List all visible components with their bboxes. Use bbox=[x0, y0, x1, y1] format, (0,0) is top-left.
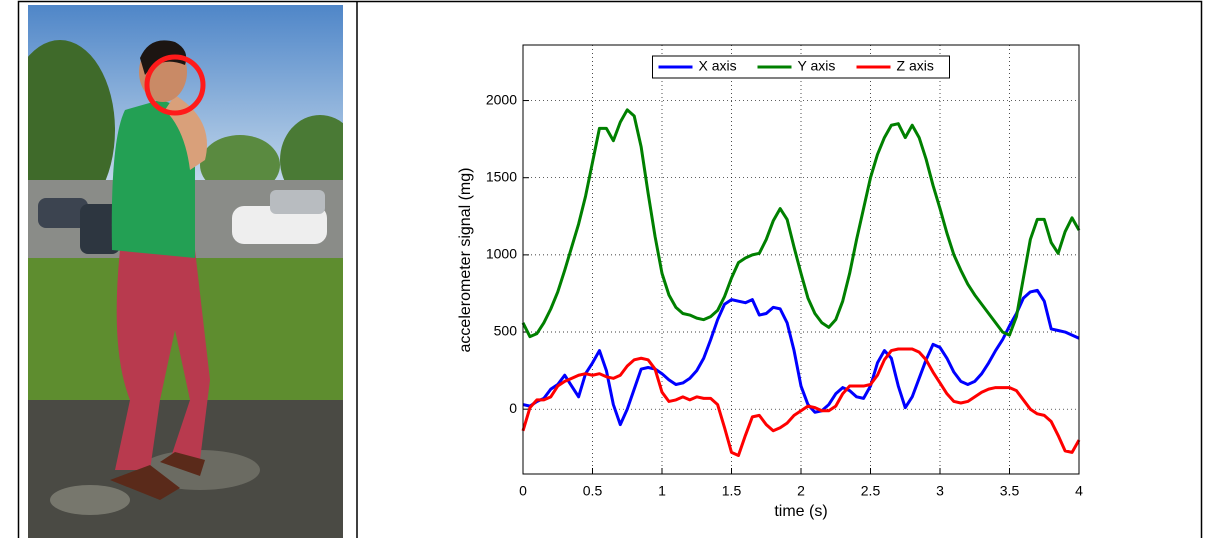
chart: accelerometer signal (mg) time (s) 0 500 1… bbox=[457, 44, 1083, 520]
axes-box bbox=[522, 44, 1080, 475]
x-tick-label: 4 bbox=[1075, 483, 1083, 499]
x-tick-label: 2.5 bbox=[861, 483, 881, 499]
x-tick-label: 3.5 bbox=[1000, 483, 1020, 499]
y-tick-label: 1000 bbox=[486, 246, 517, 262]
x-tick-label: 0.5 bbox=[583, 483, 603, 499]
legend-label: X axis bbox=[699, 58, 737, 74]
x-tick-label: 3 bbox=[936, 483, 944, 499]
y-tick-label: 500 bbox=[494, 323, 518, 339]
data-line bbox=[521, 108, 1081, 339]
x-tick-label: 0 bbox=[519, 483, 527, 499]
x-tick-label: 1.5 bbox=[722, 483, 742, 499]
x-axis-label: time (s) bbox=[774, 503, 827, 520]
y-tick-label: 1500 bbox=[486, 168, 517, 184]
legend-label: Y axis bbox=[798, 58, 836, 74]
y-tick-label: 0 bbox=[509, 400, 517, 416]
y-tick-label: 2000 bbox=[486, 91, 517, 107]
data-line bbox=[522, 288, 1080, 427]
photo bbox=[28, 5, 343, 538]
legend-box bbox=[652, 55, 950, 79]
legend-label: Z axis bbox=[897, 58, 934, 74]
x-tick-label: 1 bbox=[658, 483, 666, 499]
plot-area bbox=[523, 45, 1079, 474]
data-line bbox=[521, 347, 1081, 457]
y-axis-label: accelerometer signal (mg) bbox=[457, 168, 474, 353]
x-tick-label: 2 bbox=[797, 483, 805, 499]
legend: X axis Y axis Z axis bbox=[652, 55, 950, 79]
